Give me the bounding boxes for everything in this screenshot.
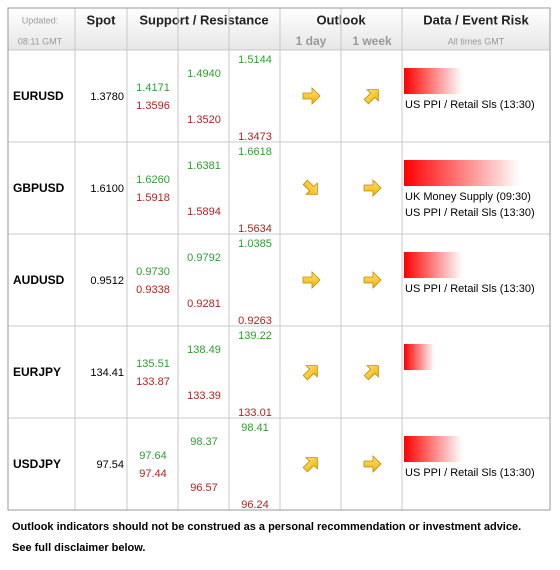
- resistance: 1.6381: [187, 160, 221, 172]
- table-border: [7, 7, 551, 511]
- outlook-arrow: [302, 457, 318, 473]
- outlook-arrow: [302, 365, 318, 381]
- resistance: 138.49: [187, 344, 221, 356]
- spot: 1.6100: [90, 183, 124, 195]
- support: 133.87: [136, 376, 170, 388]
- resistance: 1.5144: [238, 54, 272, 66]
- risk-bar: [404, 68, 462, 94]
- spot: 97.54: [96, 459, 124, 471]
- outlook-1day: 1 day: [296, 34, 327, 48]
- risk-bar: [404, 252, 462, 278]
- resistance: 97.64: [139, 450, 167, 462]
- resistance: 135.51: [136, 358, 170, 370]
- arrow-shape: [302, 365, 318, 381]
- pair: EURJPY: [13, 365, 61, 379]
- support: 133.39: [187, 390, 221, 402]
- arrow-shape: [363, 179, 382, 197]
- arrow-shape: [302, 87, 321, 105]
- pair: EURUSD: [13, 89, 64, 103]
- arrow-shape: [363, 455, 382, 473]
- outlook-arrow: [363, 455, 382, 473]
- resistance: 0.9792: [187, 252, 221, 264]
- pair: GBPUSD: [13, 181, 65, 195]
- outlook-arrow: [302, 87, 321, 105]
- resistance: 139.22: [238, 330, 272, 342]
- outlook-1week: 1 week: [352, 34, 392, 48]
- outlook-arrow: [363, 179, 382, 197]
- event: US PPI / Retail Sls (13:30): [405, 283, 535, 295]
- arrow-shape: [363, 365, 379, 381]
- arrow-shape: [363, 89, 379, 105]
- resistance: 1.6260: [136, 174, 170, 186]
- support: 1.5918: [136, 192, 170, 204]
- arrow-shape: [302, 179, 318, 195]
- outlook-arrow: [302, 271, 321, 289]
- event: US PPI / Retail Sls (13:30): [405, 207, 535, 219]
- updated-label: Updated:: [22, 15, 59, 25]
- resistance: 98.41: [241, 422, 269, 434]
- support: 96.24: [241, 499, 269, 511]
- resistance: 98.37: [190, 436, 218, 448]
- risk-bar: [404, 436, 462, 462]
- support: 97.44: [139, 468, 167, 480]
- support: 1.5634: [238, 223, 272, 235]
- risk-bar: [404, 160, 520, 186]
- spot: 0.9512: [90, 275, 124, 287]
- resistance: 0.9730: [136, 266, 170, 278]
- times-note: All times GMT: [448, 36, 505, 46]
- outlook-arrow: [363, 365, 379, 381]
- pair: USDJPY: [13, 457, 61, 471]
- pair: AUDUSD: [13, 273, 65, 287]
- sr-header: Support / Resistance: [139, 12, 268, 27]
- footer-line: Outlook indicators should not be constru…: [12, 521, 521, 533]
- outlook-arrow: [363, 271, 382, 289]
- spot: 134.41: [90, 367, 124, 379]
- support: 0.9281: [187, 298, 221, 310]
- updated-time: 08:11 GMT: [18, 36, 63, 46]
- support: 133.01: [238, 407, 272, 419]
- risk-bar: [404, 344, 434, 370]
- spot: 1.3780: [90, 91, 124, 103]
- arrow-shape: [302, 271, 321, 289]
- event-header: Data / Event Risk: [423, 12, 529, 27]
- support: 96.57: [190, 482, 218, 494]
- footer-line: See full disclaimer below.: [12, 542, 145, 554]
- resistance: 1.0385: [238, 238, 272, 250]
- outlook-arrow: [302, 179, 318, 195]
- support: 1.5894: [187, 206, 221, 218]
- support: 1.3596: [136, 100, 170, 112]
- resistance: 1.4171: [136, 82, 170, 94]
- event: UK Money Supply (09:30): [405, 191, 531, 203]
- arrow-shape: [302, 457, 318, 473]
- event: US PPI / Retail Sls (13:30): [405, 99, 535, 111]
- support: 0.9263: [238, 315, 272, 327]
- support: 1.3520: [187, 114, 221, 126]
- header-bg: [8, 8, 550, 50]
- resistance: 1.4940: [187, 68, 221, 80]
- arrow-shape: [363, 271, 382, 289]
- spot-header: Spot: [87, 12, 117, 27]
- outlook-arrow: [363, 89, 379, 105]
- support: 1.3473: [238, 131, 272, 143]
- event: US PPI / Retail Sls (13:30): [405, 467, 535, 479]
- support: 0.9338: [136, 284, 170, 296]
- resistance: 1.6618: [238, 146, 272, 158]
